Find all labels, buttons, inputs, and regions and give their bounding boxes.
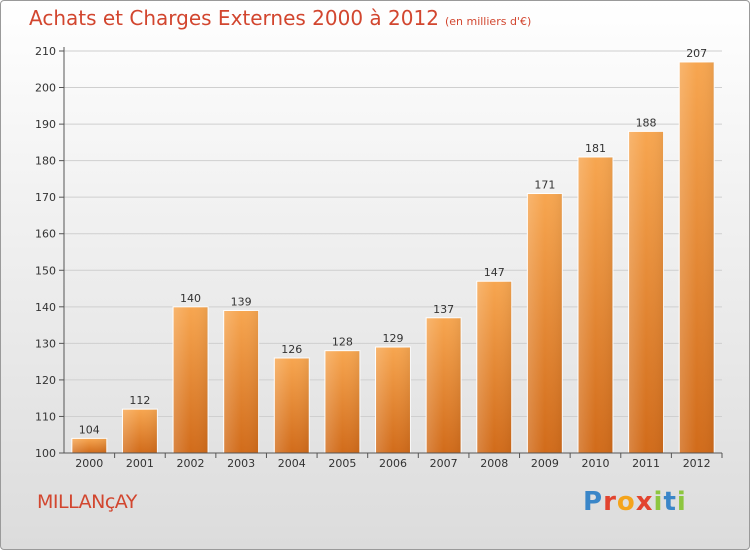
bars: 104 112 140 139 126 128 129 137 147 171 181 188 207 bbox=[71, 47, 715, 454]
proxiti-logo: Proxiti bbox=[583, 487, 687, 517]
x-tick-label: 2000 bbox=[75, 457, 103, 470]
data-label: 207 bbox=[686, 47, 707, 60]
y-tick-label: 120 bbox=[35, 374, 56, 387]
bar-shine bbox=[223, 310, 259, 453]
data-label: 128 bbox=[332, 336, 353, 349]
data-label: 171 bbox=[534, 179, 555, 192]
bar-shine bbox=[122, 409, 158, 453]
y-tick-label: 160 bbox=[35, 228, 56, 241]
logo-letter: i bbox=[676, 487, 687, 517]
bar-shine bbox=[527, 193, 563, 453]
x-tick-label: 2008 bbox=[480, 457, 508, 470]
data-label: 140 bbox=[180, 292, 201, 305]
logo-letter: x bbox=[635, 487, 654, 517]
data-label: 129 bbox=[383, 332, 404, 345]
y-tick-label: 100 bbox=[35, 447, 56, 460]
data-label: 126 bbox=[281, 343, 302, 356]
logo-letter: t bbox=[663, 487, 677, 517]
chart-title-text: Achats et Charges Externes 2000 à 2012 bbox=[29, 6, 439, 30]
x-tick-label: 2009 bbox=[531, 457, 559, 470]
y-tick-label: 150 bbox=[35, 264, 56, 277]
x-tick-label: 2001 bbox=[126, 457, 154, 470]
x-tick-label: 2011 bbox=[632, 457, 660, 470]
y-tick-label: 210 bbox=[35, 45, 56, 58]
data-label: 137 bbox=[433, 303, 454, 316]
y-tick-label: 190 bbox=[35, 118, 56, 131]
x-tick-label: 2004 bbox=[278, 457, 306, 470]
logo-letter: r bbox=[603, 487, 617, 517]
x-tick-label: 2006 bbox=[379, 457, 407, 470]
x-tick-label: 2012 bbox=[683, 457, 711, 470]
bar-shine bbox=[628, 131, 664, 453]
y-tick-label: 200 bbox=[35, 82, 56, 95]
data-label: 188 bbox=[636, 116, 657, 129]
logo-letter: P bbox=[583, 487, 604, 517]
y-tick-label: 140 bbox=[35, 301, 56, 314]
x-tick-label: 2005 bbox=[328, 457, 356, 470]
bar-shine bbox=[375, 347, 411, 453]
x-tick-label: 2002 bbox=[177, 457, 205, 470]
y-tick-label: 130 bbox=[35, 337, 56, 350]
y-tick-label: 110 bbox=[35, 410, 56, 423]
data-label: 104 bbox=[79, 423, 100, 436]
x-tick-label: 2010 bbox=[581, 457, 609, 470]
chart-unit: (en milliers d'€) bbox=[444, 15, 532, 28]
bar-shine bbox=[274, 357, 310, 453]
logo-letter: i bbox=[653, 487, 664, 517]
data-label: 147 bbox=[484, 266, 505, 279]
bar-shine bbox=[324, 350, 360, 453]
bar-shine bbox=[173, 306, 209, 453]
place-name: MILLANçAY bbox=[37, 491, 137, 513]
bar-shine bbox=[71, 438, 107, 453]
logo-letter: o bbox=[616, 487, 636, 517]
bar-shine bbox=[426, 317, 462, 453]
bar-shine bbox=[476, 281, 512, 453]
x-tick-label: 2007 bbox=[430, 457, 458, 470]
y-tick-label: 180 bbox=[35, 155, 56, 168]
data-label: 139 bbox=[231, 295, 252, 308]
axes: 100 110 120 130 140 150 160 170 180 190 200 210 2000… bbox=[35, 45, 723, 470]
chart-title: Achats et Charges Externes 2000 à 2012 (e… bbox=[29, 6, 531, 30]
x-tick-label: 2003 bbox=[227, 457, 255, 470]
bar-shine bbox=[679, 61, 715, 454]
data-label: 112 bbox=[129, 394, 150, 407]
bar-shine bbox=[577, 156, 613, 453]
data-label: 181 bbox=[585, 142, 606, 155]
y-tick-label: 170 bbox=[35, 191, 56, 204]
